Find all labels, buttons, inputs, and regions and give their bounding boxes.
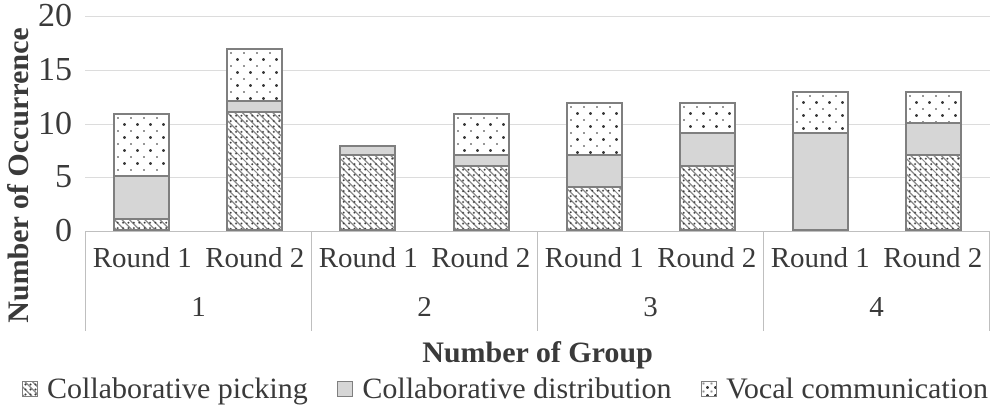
round-labels-group-1: Round 1 Round 2 bbox=[86, 232, 311, 284]
bar-group2-round-2 bbox=[452, 112, 510, 231]
bar-group4-round-2 bbox=[905, 91, 962, 231]
y-tick-label-0: 0 bbox=[55, 212, 72, 249]
round-labels-group-2: Round 1 Round 2 bbox=[312, 232, 537, 284]
y-tick-label-20: 20 bbox=[38, 0, 72, 34]
segment-picking-group1-round-2 bbox=[226, 110, 284, 231]
segment-vocal-group2-round-2 bbox=[452, 112, 510, 156]
bar-group-4 bbox=[764, 16, 990, 231]
segment-picking-group3-round-1 bbox=[565, 186, 623, 231]
legend-item-picking: Collaborative picking bbox=[22, 374, 308, 404]
legend-label-distribution: Collaborative distribution bbox=[362, 372, 672, 405]
y-tick-label-5: 5 bbox=[55, 158, 72, 196]
bar-group2-round-1 bbox=[339, 145, 397, 231]
y-axis-ticks: 20 15 10 5 0 bbox=[0, 0, 72, 248]
group-number-1: 1 bbox=[191, 290, 206, 323]
bar-group1-round-2 bbox=[226, 48, 284, 231]
segment-vocal-group1-round-2 bbox=[226, 48, 284, 102]
segment-distribution-group1-round-1 bbox=[113, 175, 170, 221]
round-label-group1-round-2: Round 2 bbox=[205, 241, 305, 274]
legend-item-vocal: Vocal communication bbox=[701, 374, 988, 404]
legend-swatch-distribution-icon bbox=[337, 381, 354, 397]
segment-picking-group2-round-1 bbox=[339, 153, 397, 231]
round-label-group2-round-2: Round 2 bbox=[431, 241, 531, 274]
y-tick-label-15: 15 bbox=[38, 50, 72, 88]
legend-label-picking: Collaborative picking bbox=[47, 372, 308, 405]
gridline-y15 bbox=[85, 69, 990, 71]
round-label-group3-round-1: Round 1 bbox=[544, 241, 644, 274]
segment-vocal-group4-round-1 bbox=[791, 91, 849, 135]
round-labels-group-3: Round 1 Round 2 bbox=[538, 232, 763, 284]
segment-vocal-group3-round-1 bbox=[565, 102, 623, 156]
bar-group3-round-1 bbox=[565, 102, 623, 231]
bar-group1-round-1 bbox=[113, 112, 170, 231]
segment-vocal-group3-round-2 bbox=[678, 102, 736, 135]
bar-group3-round-2 bbox=[678, 102, 736, 231]
x-axis-title: Number of Group bbox=[422, 336, 653, 369]
x-label-cell-group-1: Round 1 Round 2 1 bbox=[85, 232, 311, 331]
gridline-y5 bbox=[85, 177, 990, 179]
segment-vocal-group4-round-2 bbox=[905, 91, 962, 124]
segment-picking-group1-round-1 bbox=[113, 218, 170, 231]
plot-area bbox=[85, 16, 990, 231]
round-label-group4-round-1: Round 1 bbox=[770, 241, 870, 274]
legend-swatch-vocal-icon bbox=[701, 381, 718, 397]
bars-row bbox=[85, 16, 990, 231]
legend-item-distribution: Collaborative distribution bbox=[337, 372, 672, 405]
x-label-cell-group-3: Round 1 Round 2 3 bbox=[537, 232, 763, 331]
bar-group-1 bbox=[85, 16, 311, 231]
x-axis-labels: Round 1 Round 2 1 Round 1 Round 2 2 Round 1 Rou… bbox=[85, 231, 990, 331]
round-label-group2-round-1: Round 1 bbox=[318, 241, 418, 274]
segment-vocal-group1-round-1 bbox=[113, 112, 170, 178]
legend-label-vocal: Vocal communication bbox=[726, 372, 988, 405]
segment-distribution-group3-round-1 bbox=[565, 153, 623, 188]
round-label-group3-round-2: Round 2 bbox=[657, 241, 757, 274]
group-number-3: 3 bbox=[643, 290, 658, 323]
x-label-cell-group-4: Round 1 Round 2 4 bbox=[763, 232, 990, 331]
round-labels-group-4: Round 1 Round 2 bbox=[764, 232, 989, 284]
segment-picking-group2-round-2 bbox=[452, 164, 510, 231]
round-label-group4-round-2: Round 2 bbox=[883, 241, 983, 274]
segment-distribution-group3-round-2 bbox=[678, 132, 736, 167]
segment-distribution-group4-round-2 bbox=[905, 121, 962, 156]
legend-swatch-picking-icon bbox=[22, 381, 38, 397]
group-number-2: 2 bbox=[417, 290, 432, 323]
y-tick-label-10: 10 bbox=[38, 104, 72, 142]
bar-group-3 bbox=[538, 16, 764, 231]
bar-group-2 bbox=[311, 16, 537, 231]
segment-picking-group3-round-2 bbox=[678, 164, 736, 231]
round-label-group1-round-1: Round 1 bbox=[92, 241, 192, 274]
gridline-y20 bbox=[85, 16, 990, 17]
gridline-y10 bbox=[85, 123, 990, 125]
group-number-4: 4 bbox=[869, 290, 884, 323]
segment-picking-group4-round-2 bbox=[905, 153, 962, 231]
segment-distribution-group4-round-1 bbox=[791, 132, 849, 231]
x-label-cell-group-2: Round 1 Round 2 2 bbox=[311, 232, 537, 331]
legend: Collaborative picking Collaborative distr… bbox=[22, 374, 988, 404]
bar-group4-round-1 bbox=[791, 91, 849, 231]
